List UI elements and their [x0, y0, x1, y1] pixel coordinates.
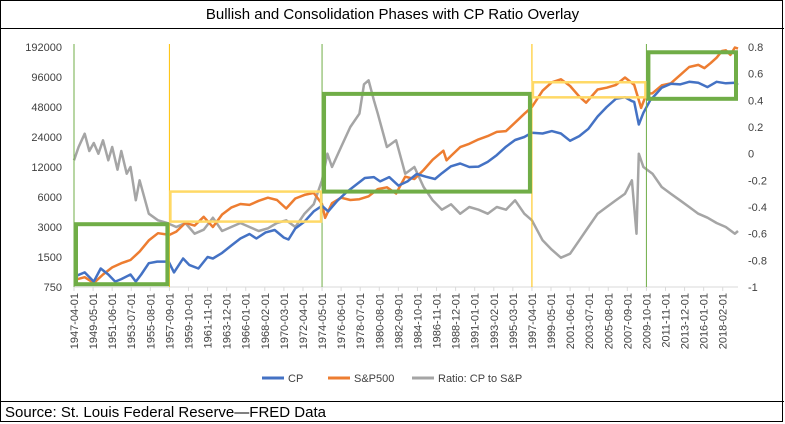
y-left-tick-label: 48000 [31, 102, 62, 114]
y-left-tick-label: 6000 [38, 192, 62, 204]
chart-title: Bullish and Consolidation Phases with CP… [1, 1, 784, 29]
x-tick-label: 2011-11-01 [660, 293, 672, 348]
y-left-tick-label: 192000 [25, 42, 62, 54]
x-tick-label: 1986-11-01 [432, 293, 444, 348]
bullish-phase-box [646, 50, 739, 101]
y-right-tick-label: 0.2 [748, 122, 763, 134]
y-right-tick-label: 0.4 [748, 95, 763, 107]
x-tick-label: 2005-08-01 [603, 293, 615, 349]
x-tick-label: 2013-12-01 [680, 293, 692, 349]
y-left-tick-label: 1500 [38, 252, 62, 264]
x-tick-label: 2016-01-01 [699, 293, 711, 349]
legend-item-cp: CP [262, 373, 303, 385]
y-right-tick-label: -1 [748, 282, 758, 294]
x-tick-label: 1961-11-01 [203, 293, 215, 348]
x-tick-label: 1959-10-01 [183, 293, 195, 349]
x-tick-label: 1991-01-01 [470, 293, 482, 349]
x-tick-label: 2003-07-01 [584, 293, 596, 349]
legend-item-ratio: Ratio: CP to S&P [412, 373, 522, 385]
consolidation-phase-box [531, 81, 647, 99]
legend-label: S&P500 [354, 373, 394, 385]
x-tick-label: 1978-07-01 [355, 293, 367, 349]
x-tick-label: 1982-09-01 [393, 293, 405, 349]
x-tick-label: 1947-04-01 [69, 293, 81, 349]
x-tick-label: 1984-10-01 [412, 293, 424, 349]
x-tick-label: 1949-05-01 [88, 293, 100, 349]
legend-label: CP [288, 373, 303, 385]
source-note: Source: St. Louis Federal Reserve—FRED D… [1, 401, 784, 423]
y-axis-right: -1 -0.8 -0.6 -0.4 -0.2 0 0.2 0.4 0.6 0.8 [748, 42, 767, 294]
x-tick-label: 1997-04-01 [527, 293, 539, 349]
x-tick-label: 1970-03-01 [279, 293, 291, 349]
consolidation-phase-box [169, 190, 323, 223]
y-left-tick-label: 750 [44, 282, 62, 294]
x-tick-label: 2001-06-01 [565, 293, 577, 349]
legend-label: Ratio: CP to S&P [438, 373, 522, 385]
grid [73, 286, 738, 291]
x-tick-label: 1999-05-01 [546, 293, 558, 349]
x-tick-label: 1988-12-01 [451, 293, 463, 349]
x-tick-label: 1993-02-01 [489, 293, 501, 349]
series-lines [72, 46, 739, 285]
y-right-tick-label: 0 [748, 149, 754, 161]
sp500-series-line [73, 46, 739, 285]
y-axis-left: 750 1500 3000 6000 12000 24000 48000 96000 19200… [25, 42, 62, 294]
y-left-tick-label: 3000 [38, 222, 62, 234]
x-tick-label: 1951-06-01 [107, 293, 119, 349]
y-right-tick-label: 0.8 [748, 42, 763, 54]
x-tick-label: 1955-08-01 [145, 293, 157, 349]
y-right-tick-label: -0.2 [748, 175, 767, 187]
x-tick-label: 1953-07-01 [126, 293, 138, 349]
x-axis: 1947-04-01 1949-05-01 1951-06-01 1953-07-01… [69, 293, 730, 349]
cp-series-line [73, 80, 739, 283]
y-right-tick-label: 0.6 [748, 69, 763, 81]
ratio-series-line [72, 79, 739, 259]
y-right-tick-label: -0.6 [748, 229, 767, 241]
x-tick-label: 1976-06-01 [336, 293, 348, 349]
y-right-tick-label: -0.8 [748, 255, 767, 267]
x-tick-label: 1968-02-01 [260, 293, 272, 349]
y-left-tick-label: 24000 [31, 132, 62, 144]
y-right-tick-label: -0.4 [748, 202, 767, 214]
legend-item-sp500: S&P500 [328, 373, 394, 385]
y-left-tick-label: 12000 [31, 162, 62, 174]
bullish-phase-box [322, 91, 532, 194]
x-tick-label: 2009-10-01 [641, 293, 653, 349]
x-tick-label: 2018-02-01 [718, 293, 730, 349]
phase-boxes [73, 44, 739, 287]
x-tick-label: 1974-05-01 [317, 293, 329, 349]
x-tick-label: 1995-03-01 [508, 293, 520, 349]
y-left-tick-label: 96000 [31, 72, 62, 84]
x-tick-label: 1966-01-01 [241, 293, 253, 349]
x-tick-label: 1980-08-01 [374, 293, 386, 349]
bullish-phase-box [74, 222, 170, 287]
x-tick-label: 1957-09-01 [164, 293, 176, 349]
x-tick-label: 2007-09-01 [622, 293, 634, 349]
x-tick-label: 1963-12-01 [222, 293, 234, 349]
x-tick-label: 1972-04-01 [298, 293, 310, 349]
legend: CP S&P500 Ratio: CP to S&P [262, 373, 522, 385]
